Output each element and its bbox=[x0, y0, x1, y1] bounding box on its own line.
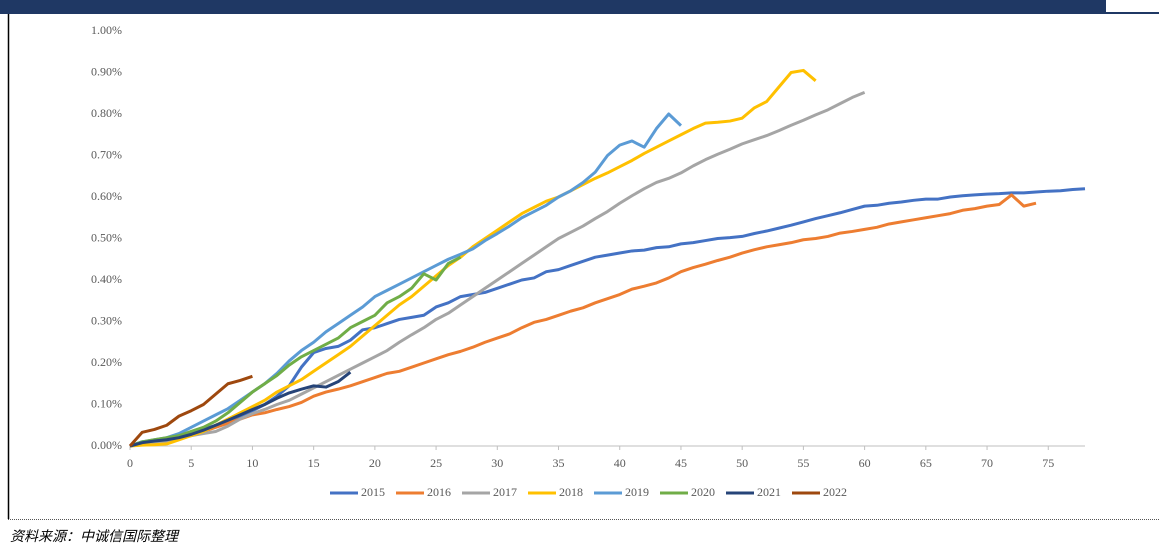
y-tick-label: 0.80% bbox=[91, 106, 122, 120]
legend-label: 2020 bbox=[691, 485, 715, 499]
x-tick-label: 30 bbox=[491, 456, 503, 470]
y-tick-label: 0.00% bbox=[91, 438, 122, 452]
series-line bbox=[129, 91, 866, 448]
x-tick-label: 60 bbox=[859, 456, 871, 470]
series-line bbox=[129, 193, 1037, 448]
x-tick-label: 75 bbox=[1042, 456, 1054, 470]
x-tick-label: 15 bbox=[308, 456, 320, 470]
x-tick-label: 50 bbox=[736, 456, 748, 470]
x-tick-label: 5 bbox=[188, 456, 194, 470]
x-tick-label: 70 bbox=[981, 456, 993, 470]
series-line bbox=[129, 68, 817, 448]
x-tick-label: 10 bbox=[246, 456, 258, 470]
legend-label: 2016 bbox=[427, 485, 451, 499]
y-tick-label: 0.50% bbox=[91, 230, 122, 244]
legend-label: 2015 bbox=[361, 485, 385, 499]
legend-label: 2019 bbox=[625, 485, 649, 499]
x-tick-label: 20 bbox=[369, 456, 381, 470]
series-line bbox=[128, 374, 253, 447]
header-bar bbox=[0, 0, 1106, 14]
y-tick-label: 0.70% bbox=[91, 147, 122, 161]
x-tick-label: 45 bbox=[675, 456, 687, 470]
x-tick-label: 55 bbox=[797, 456, 809, 470]
legend-label: 2018 bbox=[559, 485, 583, 499]
y-tick-label: 0.60% bbox=[91, 189, 122, 203]
y-tick-label: 1.00% bbox=[91, 23, 122, 37]
series-line bbox=[129, 255, 462, 448]
y-tick-label: 0.30% bbox=[91, 313, 122, 327]
x-tick-label: 40 bbox=[614, 456, 626, 470]
y-tick-label: 0.10% bbox=[91, 396, 122, 410]
y-tick-label: 0.40% bbox=[91, 272, 122, 286]
source-note: 资料来源：中诚信国际整理 bbox=[10, 529, 180, 545]
y-tick-label: 0.20% bbox=[91, 355, 122, 369]
x-tick-label: 35 bbox=[553, 456, 565, 470]
series-line bbox=[129, 370, 352, 448]
legend-label: 2017 bbox=[493, 485, 517, 499]
legend-label: 2022 bbox=[823, 485, 847, 499]
x-tick-label: 0 bbox=[127, 456, 133, 470]
legend-label: 2021 bbox=[757, 485, 781, 499]
y-tick-label: 0.90% bbox=[91, 64, 122, 78]
x-tick-label: 65 bbox=[920, 456, 932, 470]
series-line bbox=[129, 112, 682, 448]
x-tick-label: 25 bbox=[430, 456, 442, 470]
